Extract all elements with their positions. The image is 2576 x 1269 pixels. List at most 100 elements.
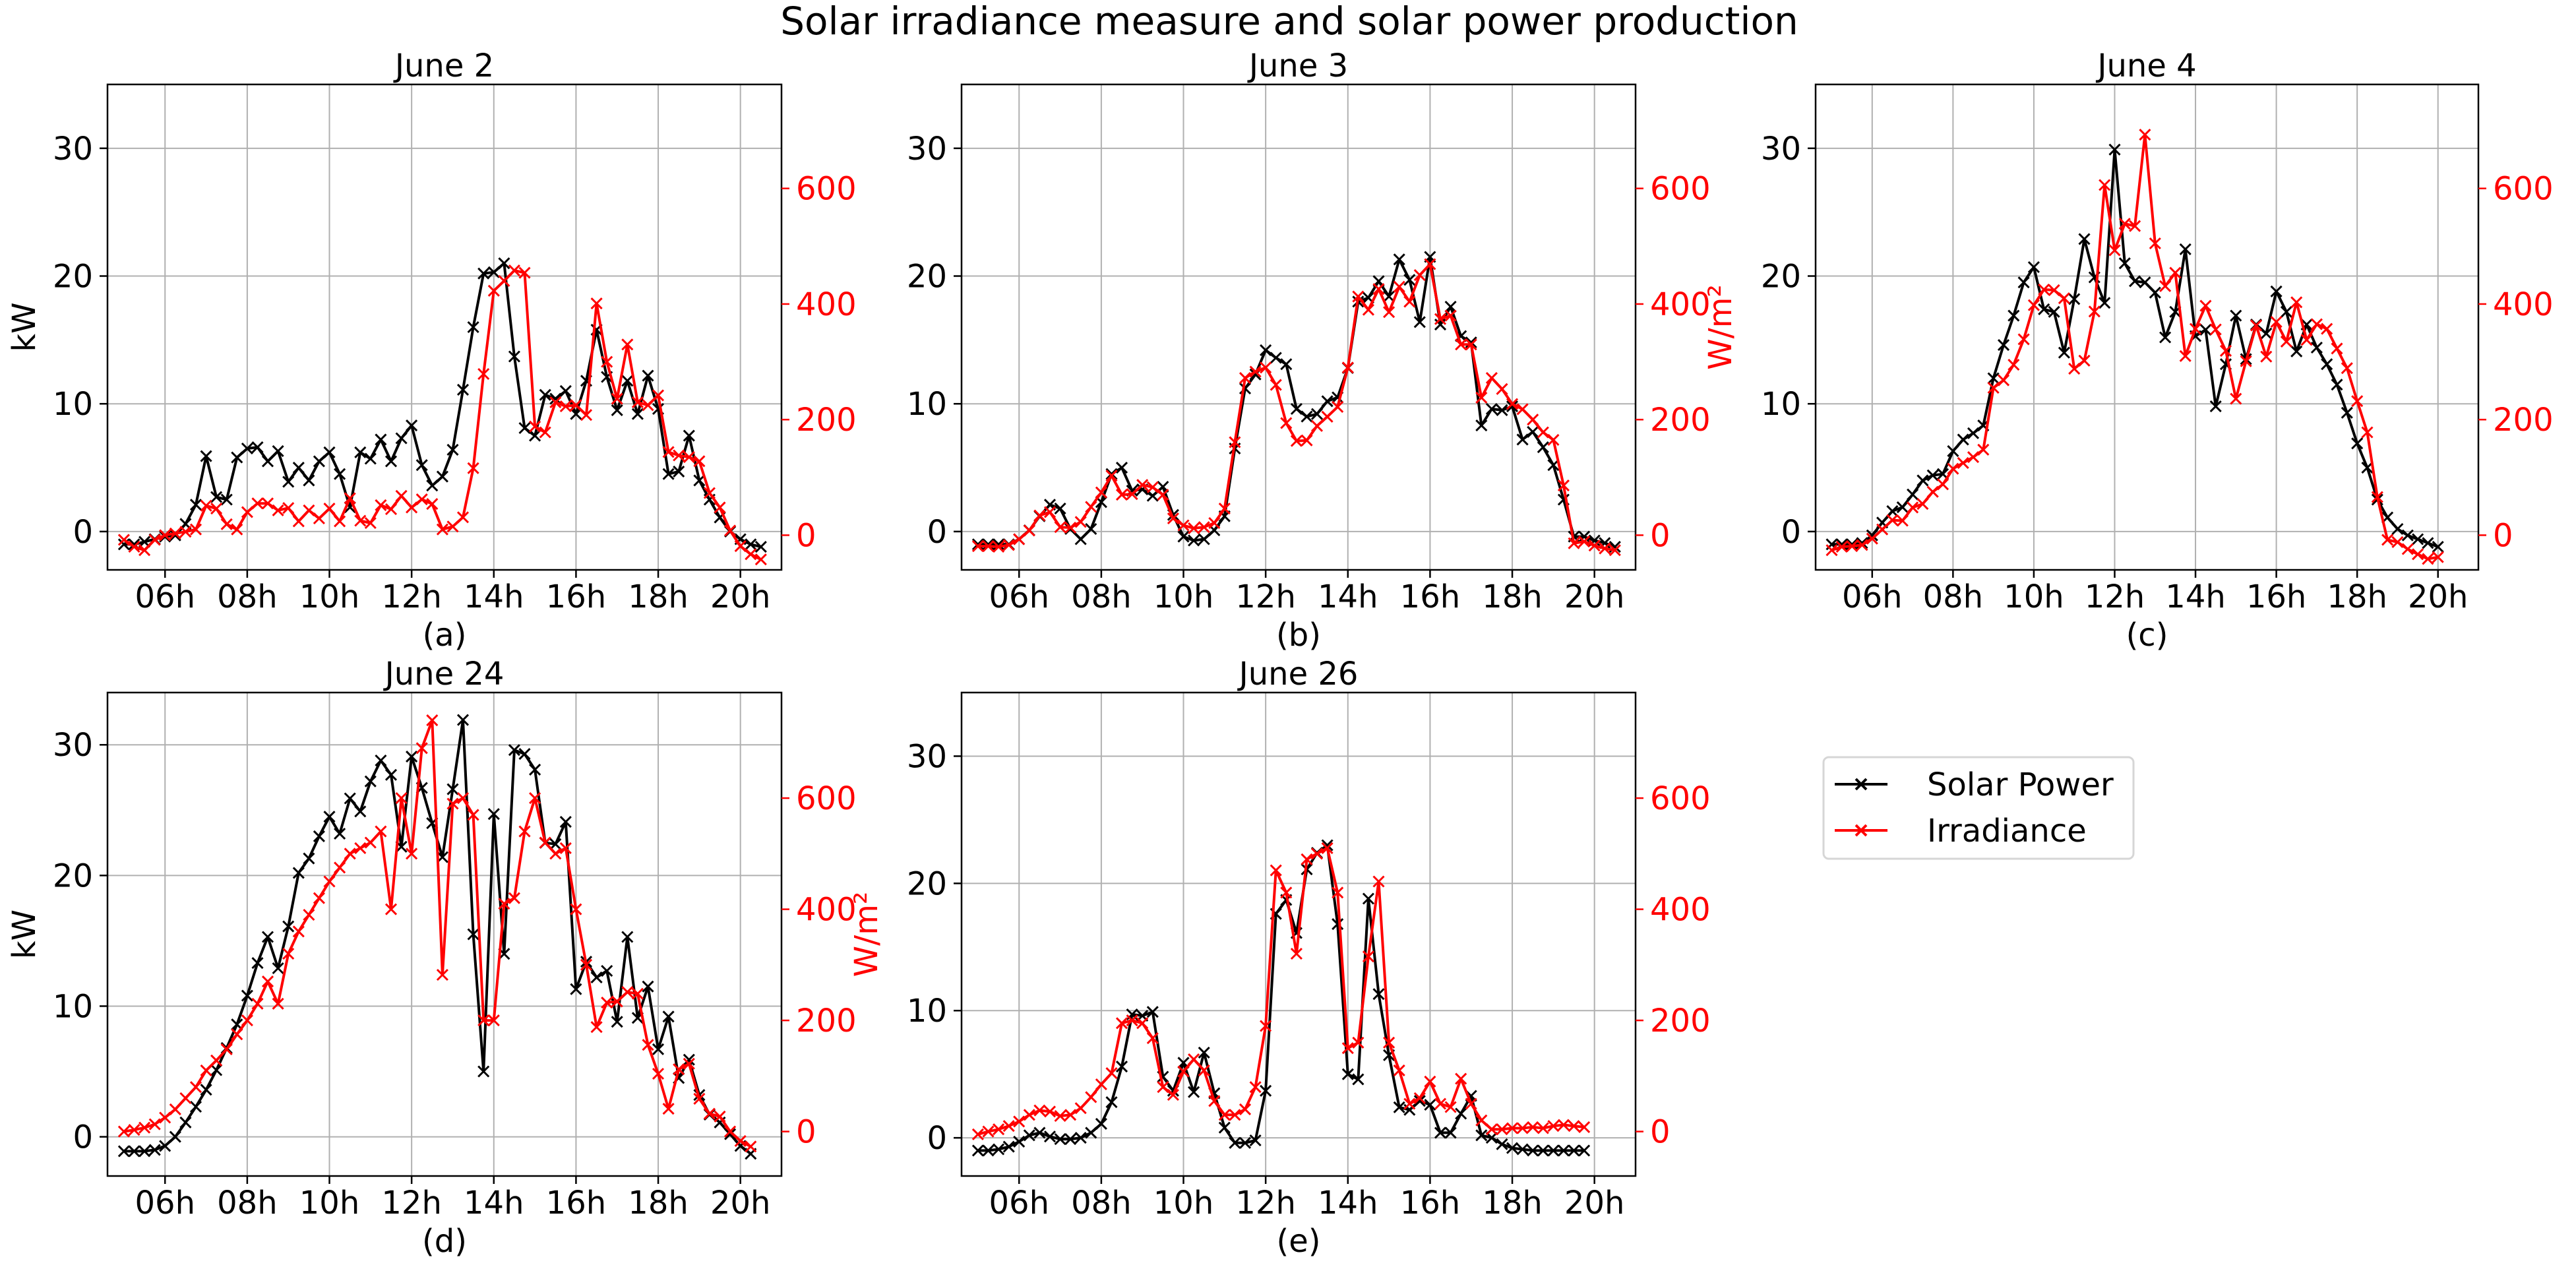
chart-0-irradiance-point-40 (529, 420, 541, 433)
chart-2-solar-power-point-8 (1907, 488, 1919, 501)
chart-2-solar-power-point-45 (2280, 305, 2292, 318)
chart-3-solar-power-point-36 (487, 808, 500, 820)
chart-2-xtick-label-5: 16h (2246, 578, 2307, 615)
chart-1-irradiance-point-55 (1537, 426, 1549, 439)
chart-3-irradiance-point-10 (220, 1043, 233, 1055)
chart-2-irradiance-point-19 (2017, 333, 2030, 346)
chart-2-irradiance-point-33 (2159, 280, 2172, 292)
chart-2-solar-power-point-14 (1967, 427, 1980, 439)
chart-0-xtick-label-3: 12h (381, 578, 442, 615)
chart-0-ytick-left-label-2: 20 (53, 259, 93, 295)
chart-0-xtick-label-2: 10h (299, 578, 360, 615)
chart-1-solar-power-point-50 (1485, 402, 1498, 416)
chart-1-irradiance-point-59 (1578, 536, 1591, 548)
chart-3-irradiance-point-60 (734, 1134, 747, 1147)
chart-2-solar-power-point-20 (2027, 261, 2040, 274)
chart-0-ylabel-left: kW (6, 302, 43, 352)
chart-0-solar-power-point-51 (642, 369, 654, 382)
chart-2-solar-power-point-6 (1886, 505, 1899, 517)
chart-1-irradiance-point-14 (1115, 489, 1128, 501)
chart-2-irradiance-point-3 (1856, 539, 1868, 551)
chart-4-solar-power-point-46 (1444, 1127, 1457, 1139)
legend-entry-solar-power: Solar Power (1835, 766, 2114, 803)
chart-0-irradiance-point-42 (549, 396, 562, 408)
chart-4-solar-power-point-0 (971, 1144, 984, 1157)
chart-2-irradiance-point-15 (1977, 443, 1990, 456)
chart-1-solar-power-point-43 (1413, 316, 1426, 328)
chart-3-irradiance-point-26 (384, 903, 398, 915)
chart-3-solar-power-point-0 (117, 1145, 130, 1158)
subplot-june-24: 06h 08h 10h 12h 14h 16h 18h 20h 0 10 20 30 0 200 400 60… (6, 656, 885, 1260)
chart-0-solar-power-point-13 (251, 441, 264, 454)
chart-0-irradiance-point-50 (631, 396, 644, 408)
chart-0-irradiance-point-2 (138, 544, 151, 557)
chart-2-solar-power-point-57 (2401, 529, 2414, 542)
chart-3-series-solar-power (117, 714, 757, 1160)
chart-1-irradiance-point-3 (1002, 539, 1015, 551)
chart-4-irradiance-point-8 (1054, 1109, 1066, 1123)
chart-3-irradiance-point-39 (518, 825, 531, 838)
chart-3-solar-power-point-44 (570, 983, 582, 995)
chart-3-solar-power-point-3 (148, 1144, 161, 1156)
chart-4-irradiance-point-24 (1218, 1109, 1231, 1121)
chart-0-solar-power-point-41 (539, 388, 551, 401)
chart-3-irradiance-point-38 (508, 892, 520, 904)
chart-3-irradiance-point-5 (169, 1103, 181, 1115)
chart-3-irradiance-point-59 (724, 1125, 737, 1138)
chart-4-solar-power-point-21 (1188, 1086, 1200, 1098)
chart-3-solar-power-point-23 (354, 805, 367, 818)
chart-2-irradiance-point-6 (1886, 514, 1899, 526)
chart-4-xtick-label-1: 08h (1071, 1185, 1132, 1222)
chart-3-solar-power-line (123, 718, 752, 1155)
chart-0-irradiance-point-21 (334, 515, 346, 528)
chart-4-solar-power-point-41 (1393, 1101, 1405, 1113)
chart-4-irradiance-point-18 (1157, 1081, 1169, 1094)
chart-0-solar-power-point-44 (570, 408, 582, 420)
chart-4-solar-power-point-17 (1146, 1006, 1159, 1018)
chart-2-irradiance-point-26 (2088, 305, 2101, 318)
chart-0-irradiance-point-22 (344, 492, 356, 505)
chart-3-irradiance-point-13 (251, 997, 264, 1010)
chart-3-irradiance-point-52 (652, 1067, 665, 1080)
chart-3-solar-power-point-51 (642, 980, 654, 993)
chart-2-irradiance-point-52 (2351, 395, 2364, 408)
chart-1-solar-power-point-20 (1177, 530, 1190, 543)
chart-4-irradiance-point-58 (1568, 1120, 1580, 1132)
chart-2-solar-power-point-16 (1987, 372, 2000, 385)
chart-1-solar-power-point-42 (1403, 274, 1416, 286)
chart-2-series-irradiance (1825, 129, 2444, 565)
chart-1-solar-power-point-48 (1465, 336, 1477, 349)
chart-1-irradiance-point-19 (1167, 512, 1179, 525)
chart-1-solar-power-point-32 (1301, 410, 1313, 423)
chart-2-solar-power-point-19 (2017, 276, 2030, 289)
chart-3-irradiance-point-29 (415, 742, 428, 755)
chart-1-solar-power-point-52 (1506, 400, 1519, 413)
chart-3-irradiance-point-17 (292, 925, 305, 938)
chart-3-solar-power-point-38 (508, 744, 520, 757)
chart-1-irradiance-point-40 (1383, 306, 1395, 319)
chart-2-irradiance-point-20 (2027, 299, 2040, 311)
chart-0-title: June 2 (393, 47, 494, 84)
chart-1-irradiance-point-24 (1218, 503, 1231, 515)
chart-0-ytick-left-label-3: 30 (53, 131, 93, 168)
chart-4-irradiance-point-11 (1085, 1091, 1097, 1103)
chart-1-irradiance-point-25 (1229, 436, 1241, 449)
chart-3-solar-power-point-19 (313, 830, 325, 842)
chart-2-irradiance-point-50 (2331, 342, 2343, 355)
chart-4-irradiance-point-23 (1208, 1095, 1221, 1107)
chart-2-irradiance-point-35 (2179, 350, 2192, 362)
chart-3-solar-power-point-5 (169, 1130, 181, 1143)
chart-4-series-irradiance (971, 842, 1591, 1140)
chart-3-irradiance-line (123, 719, 752, 1148)
chart-2-irradiance-point-17 (1997, 374, 2010, 387)
chart-2-ytick-right-label-0: 0 (2493, 517, 2513, 554)
chart-4-irradiance-point-42 (1403, 1098, 1416, 1110)
chart-0-solar-power-point-29 (415, 459, 428, 472)
chart-1-solar-power-point-1 (982, 538, 995, 551)
chart-3-irradiance-point-53 (662, 1103, 675, 1115)
chart-4-solar-power-point-44 (1424, 1098, 1436, 1111)
chart-2-irradiance-point-27 (2099, 179, 2111, 191)
chart-4-xtick-label-6: 18h (1482, 1185, 1543, 1222)
chart-0-irradiance-point-3 (148, 534, 161, 546)
